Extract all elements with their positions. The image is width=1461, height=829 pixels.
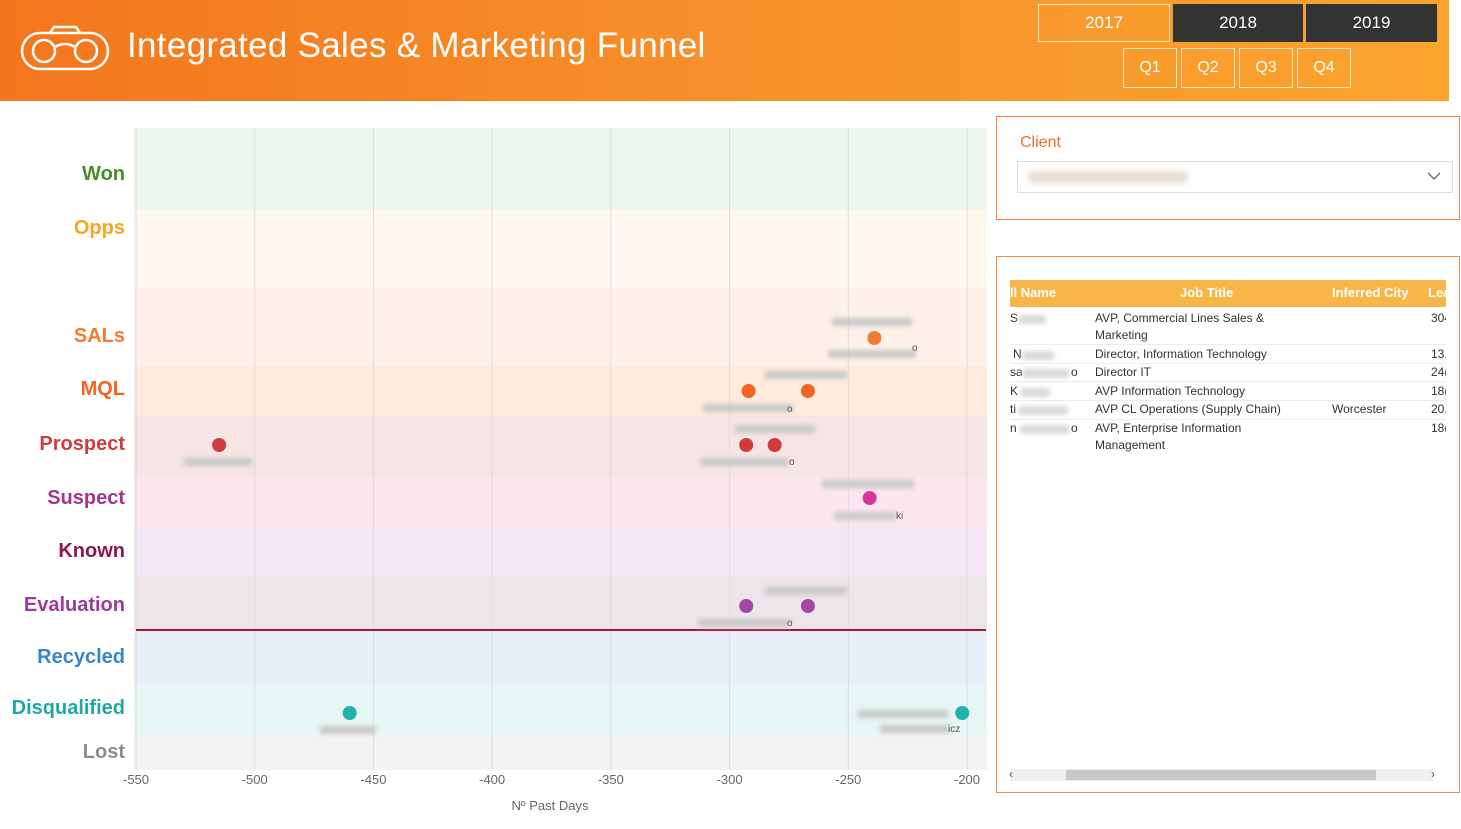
scrollbar-thumb[interactable] (1066, 770, 1376, 780)
band-opps (134, 210, 987, 288)
cell-name: N (1013, 347, 1022, 361)
stage-label-recycled: Recycled (37, 646, 125, 668)
band-mql (134, 366, 987, 416)
table-horizontal-scrollbar[interactable]: ‹ › (1009, 767, 1435, 781)
quarter-button-q1[interactable]: Q1 (1123, 48, 1177, 88)
cell-name: n (1010, 421, 1017, 435)
data-point-mql[interactable] (800, 384, 815, 398)
funnel-scatter-chart: o o o ki o icz (134, 128, 987, 770)
cell-name: sa (1010, 365, 1022, 379)
data-points (212, 331, 970, 720)
data-point-mql[interactable] (741, 384, 756, 398)
band-recycled (134, 631, 987, 684)
column-header-job-title[interactable]: Job Title (1180, 285, 1234, 300)
stage-label-won: Won (82, 163, 125, 185)
data-point-disqualified[interactable] (955, 706, 970, 720)
column-header-full-name[interactable]: Full Name (1010, 285, 1057, 300)
client-filter-panel: Client (996, 116, 1460, 220)
year-button-2019[interactable]: 2019 (1306, 4, 1437, 42)
stage-label-disqualified: Disqualified (11, 697, 125, 719)
cell-lead: 20. (1431, 402, 1446, 416)
point-label-fragment: icz (948, 724, 960, 735)
chevron-down-icon (1427, 172, 1441, 180)
data-point-prospect[interactable] (767, 438, 782, 452)
band-lost (134, 734, 987, 770)
cell-lead: 18( (1431, 421, 1446, 435)
stage-label-lost: Lost (82, 741, 125, 763)
page-title: Integrated Sales & Marketing Funnel (127, 26, 706, 65)
cell-job-title: AVP, Enterprise Information Management (1095, 421, 1242, 452)
data-point-suspect[interactable] (862, 491, 877, 505)
quarter-button-q2[interactable]: Q2 (1181, 48, 1235, 88)
point-label-fragment: ki (896, 511, 903, 522)
stage-label-mql: MQL (80, 378, 125, 400)
cell-lead: 304 (1431, 311, 1446, 325)
binoculars-icon (20, 25, 110, 71)
data-point-sals[interactable] (867, 331, 882, 345)
contacts-table-panel: Full Name Job Title Inferred City Lead S… (996, 256, 1460, 793)
column-header-lead[interactable]: Lead (1428, 285, 1446, 300)
data-point-disqualified[interactable] (342, 706, 357, 720)
x-tick-label: -250 (835, 772, 862, 787)
point-label-fragment: o (789, 457, 795, 468)
point-label-fragment: o (787, 404, 793, 415)
band-disqualified (134, 684, 987, 734)
year-button-2018[interactable]: 2018 (1173, 4, 1303, 42)
column-header-inferred-city[interactable]: Inferred City (1332, 285, 1409, 300)
band-evaluation (134, 577, 987, 630)
data-point-evaluation[interactable] (800, 599, 815, 613)
x-tick-label: -350 (597, 772, 624, 787)
data-point-prospect[interactable] (739, 438, 754, 452)
cell-job-title: AVP CL Operations (Supply Chain) (1095, 402, 1281, 416)
cell-job-title: AVP Information Technology (1095, 384, 1246, 398)
client-filter-label: Client (1020, 134, 1061, 151)
stage-label-known: Known (58, 540, 125, 562)
gridlines (135, 128, 968, 770)
cell-name: S (1010, 311, 1019, 325)
quarter-button-q4[interactable]: Q4 (1297, 48, 1351, 88)
cell-job-title: Director IT (1095, 365, 1152, 379)
data-point-evaluation[interactable] (739, 599, 754, 613)
point-label-fragment: o (912, 343, 918, 354)
cell-job-title: AVP, Commercial Lines Sales & Marketing (1095, 311, 1264, 342)
stage-label-evaluation: Evaluation (23, 594, 125, 616)
band-won (134, 128, 987, 210)
quarter-button-q3[interactable]: Q3 (1239, 48, 1293, 88)
contacts-table: Full Name Job Title Inferred City Lead S… (1010, 280, 1446, 750)
cell-lead: 24( (1431, 365, 1446, 379)
x-tick-label: -400 (479, 772, 506, 787)
point-label-fragment: o (787, 618, 793, 629)
stage-bands (134, 128, 987, 770)
client-selected-value (1028, 171, 1188, 183)
cell-name-suffix: o (1071, 421, 1078, 435)
band-prospect (134, 416, 987, 477)
x-tick-label: -200 (953, 772, 981, 787)
client-dropdown[interactable] (1017, 161, 1453, 193)
year-button-2017[interactable]: 2017 (1038, 4, 1170, 42)
band-known (134, 527, 987, 577)
cell-city: Worcester (1332, 402, 1387, 416)
x-tick-label: -550 (122, 772, 150, 787)
x-tick-label: -300 (716, 772, 743, 787)
cell-lead: 18( (1431, 384, 1446, 398)
cell-name: ti (1010, 402, 1016, 416)
stage-label-opps: Opps (73, 217, 125, 239)
cell-job-title: Director, Information Technology (1095, 347, 1267, 361)
table-header: Full Name Job Title Inferred City Lead (1010, 280, 1446, 307)
blurred-point-labels (184, 318, 950, 734)
stage-label-suspect: Suspect (47, 487, 125, 509)
scroll-right-icon[interactable]: › (1431, 767, 1435, 781)
cell-name-suffix: o (1071, 365, 1078, 379)
x-axis-title: Nº Past Days (511, 798, 589, 813)
x-tick-label: -500 (241, 772, 268, 787)
stage-label-prospect: Prospect (39, 433, 125, 455)
cell-name: K (1010, 384, 1019, 398)
data-point-prospect[interactable] (212, 438, 227, 452)
x-tick-label: -450 (360, 772, 387, 787)
scroll-left-icon[interactable]: ‹ (1009, 767, 1013, 781)
cell-lead: 13. (1431, 347, 1446, 361)
stage-label-sals: SALs (73, 325, 125, 347)
